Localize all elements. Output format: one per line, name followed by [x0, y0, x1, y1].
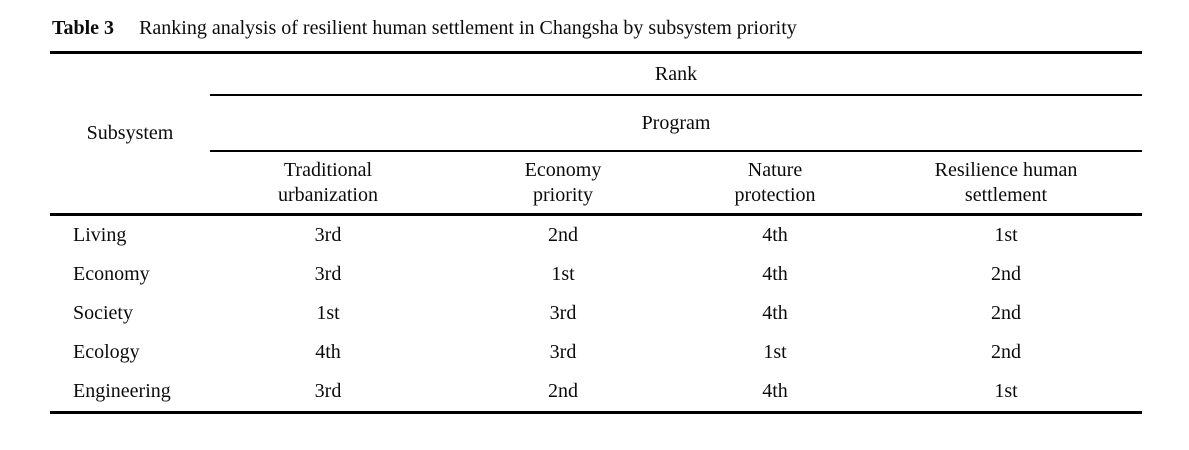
- table-caption-label: Table 3: [52, 17, 115, 39]
- rank-cell: 4th: [315, 341, 341, 363]
- rank-cell: 4th: [762, 224, 788, 246]
- column-header-line: priority: [533, 183, 593, 206]
- row-label: Ecology: [73, 341, 140, 363]
- rank-cell: 3rd: [210, 372, 446, 414]
- column-header-line: protection: [734, 183, 816, 206]
- column-header-resilience-human-settlement: Resilience human settlement: [870, 151, 1143, 216]
- column-header-line: Economy: [524, 158, 602, 181]
- rank-cell: 2nd: [991, 263, 1022, 285]
- rank-header-cell: Rank: [210, 52, 1143, 96]
- row-label: Engineering: [50, 372, 210, 414]
- rank-cell: 1st: [316, 302, 340, 324]
- rank-cell: 3rd: [314, 224, 342, 246]
- program-header-cell: Program: [210, 95, 1143, 152]
- subsystem-header-cell: Subsystem: [50, 52, 210, 216]
- table-row-engineering: Engineering 3rd 2nd 4th 1st: [50, 372, 1143, 414]
- row-label: Living: [73, 224, 127, 246]
- program-header-row: Program: [50, 95, 1143, 152]
- table-row-ecology: Ecology 4th 3rd 1st 2nd: [50, 333, 1142, 372]
- column-header-economy-priority: Economy priority: [446, 151, 680, 216]
- table-row-living: Living 3rd 2nd 4th 1st: [50, 215, 1142, 256]
- column-header-line: Traditional: [283, 158, 373, 181]
- table-caption-text: Ranking analysis of resilient human sett…: [139, 17, 797, 39]
- column-header-line: Nature: [747, 158, 803, 181]
- rank-cell: 1st: [551, 263, 575, 285]
- rank-cell: 2nd: [991, 341, 1022, 363]
- column-header-line: Resilience human: [934, 158, 1078, 181]
- column-header-line: urbanization: [278, 183, 378, 206]
- rank-cell: 4th: [762, 302, 788, 324]
- rank-cell: 4th: [762, 263, 788, 285]
- rank-cell: 2nd: [991, 302, 1022, 324]
- ranking-table: Subsystem Rank Program Traditional urban…: [50, 51, 1143, 414]
- rank-header-row: Subsystem Rank: [50, 52, 1143, 216]
- rank-cell: 4th: [680, 372, 870, 414]
- rank-cell: 3rd: [549, 341, 577, 363]
- row-label: Society: [73, 302, 133, 324]
- table-row-economy: Economy 3rd 1st 4th 2nd: [50, 255, 1142, 294]
- column-header-nature-protection: Nature protection: [680, 151, 870, 216]
- rank-cell: 2nd: [548, 224, 578, 246]
- table-row-society: Society 1st 3rd 4th 2nd: [50, 294, 1142, 333]
- rank-cell: 1st: [994, 224, 1018, 246]
- rank-cell: 3rd: [314, 263, 342, 285]
- rank-cell: 2nd: [446, 372, 680, 414]
- rank-cell: 1st: [870, 372, 1143, 414]
- table-caption: Table 3 Ranking analysis of resilient hum…: [52, 15, 797, 41]
- rank-cell: 1st: [763, 341, 787, 363]
- column-header-traditional-urbanization: Traditional urbanization: [210, 151, 446, 216]
- column-header-line: settlement: [964, 183, 1048, 206]
- program-columns-row: Traditional urbanization Economy priorit…: [50, 151, 1143, 216]
- rank-cell: 3rd: [549, 302, 577, 324]
- row-label: Economy: [73, 263, 150, 285]
